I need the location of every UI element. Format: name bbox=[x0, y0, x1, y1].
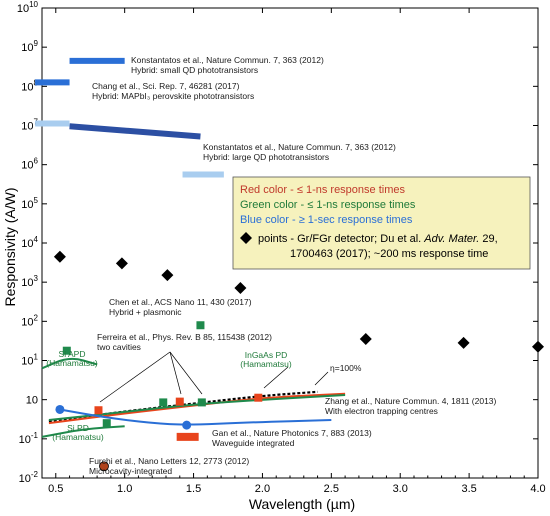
legend-green-text: Green color - ≤ 1-ns response times bbox=[240, 199, 416, 211]
red-point bbox=[175, 397, 184, 406]
y-tick-label: 104 bbox=[21, 235, 38, 250]
leader-line bbox=[263, 366, 289, 389]
y-tick-label: 105 bbox=[21, 196, 38, 211]
device-label: Si PD bbox=[67, 423, 89, 433]
data-markers bbox=[53, 250, 544, 472]
hybrid-bars bbox=[35, 57, 224, 178]
series-line bbox=[41, 425, 125, 438]
x-tick-label: 1.5 bbox=[186, 483, 201, 495]
leader-line bbox=[99, 351, 171, 403]
y-tick-label: 103 bbox=[21, 274, 38, 289]
legend-red-text: Red color - ≤ 1-ns response times bbox=[240, 184, 405, 196]
device-label: (Hamamatsu) bbox=[46, 358, 98, 368]
annotation-citation: Ferreira et al., Phys. Rev. B 85, 115438… bbox=[97, 332, 272, 342]
annotation-description: Microcavity-integrated bbox=[89, 466, 172, 476]
annotation-citation: Chen et al., ACS Nano 11, 430 (2017) bbox=[109, 297, 252, 307]
legend-points-line1: points - Gr/FGr detector; Du et al. Adv.… bbox=[258, 233, 498, 245]
gr-detector-point bbox=[359, 332, 372, 345]
legend-diamond-icon bbox=[240, 232, 252, 244]
x-tick-label: 4.0 bbox=[530, 483, 545, 495]
waveguide-bar bbox=[176, 432, 199, 441]
leader-line bbox=[314, 371, 329, 386]
annotation-description: Hybrid: MAPbI₃ perovskite phototransisto… bbox=[92, 91, 254, 101]
blue-point bbox=[182, 420, 192, 430]
gr-detector-point bbox=[532, 340, 544, 353]
y-tick-label: 10-1 bbox=[19, 431, 39, 446]
annotation-citation: Furchi et al., Nano Letters 12, 2773 (20… bbox=[89, 456, 249, 466]
leader-line bbox=[169, 351, 203, 395]
y-tick-label: 1010 bbox=[17, 0, 39, 15]
y-tick-label: 109 bbox=[21, 39, 38, 54]
annotation-citation: Konstantatos et al., Nature Commun. 7, 3… bbox=[131, 55, 324, 65]
x-tick-label: 2.0 bbox=[255, 483, 270, 495]
gr-detector-point bbox=[161, 269, 174, 282]
annotation-description: Hybrid + plasmonic bbox=[109, 307, 182, 317]
leader-line bbox=[169, 351, 182, 395]
annotation-citation: Gan et al., Nature Photonics 7, 883 (201… bbox=[212, 428, 372, 438]
y-tick-label: 101 bbox=[21, 353, 38, 368]
x-tick-label: 3.5 bbox=[461, 483, 476, 495]
x-tick-label: 3.0 bbox=[393, 483, 408, 495]
gr-detector-point bbox=[53, 250, 66, 263]
y-axis-label: Responsivity (A/W) bbox=[2, 187, 18, 306]
annotation-description: Waveguide integrated bbox=[212, 438, 295, 448]
annotations: Konstantatos et al., Nature Commun. 7, 3… bbox=[46, 55, 496, 476]
x-tick-label: 0.5 bbox=[48, 483, 63, 495]
annotation-description: With electron trapping centres bbox=[325, 406, 438, 416]
y-tick-label: 10 bbox=[26, 395, 38, 407]
legend: Red color - ≤ 1-ns response times Green c… bbox=[232, 176, 531, 270]
series-line bbox=[59, 408, 332, 426]
series-line bbox=[41, 357, 98, 370]
annotation-citation: Chang et al., Sci. Rep. 7, 46281 (2017) bbox=[92, 81, 240, 91]
eta-label: η=100% bbox=[330, 363, 362, 373]
device-label: (Hamamatsu) bbox=[240, 359, 292, 369]
annotation-citation: Zhang et al., Nature Commun. 4, 1811 (20… bbox=[325, 396, 497, 406]
legend-box bbox=[232, 176, 531, 270]
green-point bbox=[196, 321, 205, 330]
device-label: Si APD bbox=[59, 349, 86, 359]
green-point bbox=[102, 419, 111, 428]
annotation-description: Hybrid: large QD phototransistors bbox=[203, 152, 329, 162]
y-tick-label: 10-2 bbox=[19, 470, 39, 485]
x-axis-label: Wavelength (µm) bbox=[249, 496, 355, 512]
device-label: InGaAs PD bbox=[245, 350, 288, 360]
device-label: (Hamamatsu) bbox=[52, 432, 104, 442]
y-tick-label: 102 bbox=[21, 313, 38, 328]
x-tick-label: 1.0 bbox=[117, 483, 132, 495]
gr-detector-point bbox=[234, 282, 247, 295]
red-point bbox=[254, 393, 263, 402]
green-point bbox=[62, 346, 71, 355]
green-point bbox=[159, 398, 168, 407]
annotation-description: Hybrid: small QD phototransistors bbox=[131, 65, 258, 75]
axis-ticks: 0.5 1.0 1.5 2.0 2.5 3.0 3.5 4.0 10-2 10-1 10 101 102… bbox=[17, 0, 546, 495]
gr-detector-point bbox=[457, 336, 470, 349]
red-point bbox=[94, 406, 103, 415]
blue-point bbox=[55, 404, 65, 414]
x-tick-label: 2.5 bbox=[324, 483, 339, 495]
microcavity-point bbox=[99, 461, 109, 472]
annotation-citation: Konstantatos et al., Nature Commun. 7, 3… bbox=[203, 142, 396, 152]
green-point bbox=[197, 398, 206, 407]
annotation-description: two cavities bbox=[97, 342, 141, 352]
hybrid-bar bbox=[69, 123, 201, 140]
legend-points-line2: 1700463 (2017); ~200 ms response time bbox=[290, 248, 488, 260]
gr-detector-point bbox=[115, 257, 128, 270]
legend-blue-text: Blue color - ≥ 1-sec response times bbox=[240, 214, 413, 226]
y-tick-label: 106 bbox=[21, 157, 38, 172]
